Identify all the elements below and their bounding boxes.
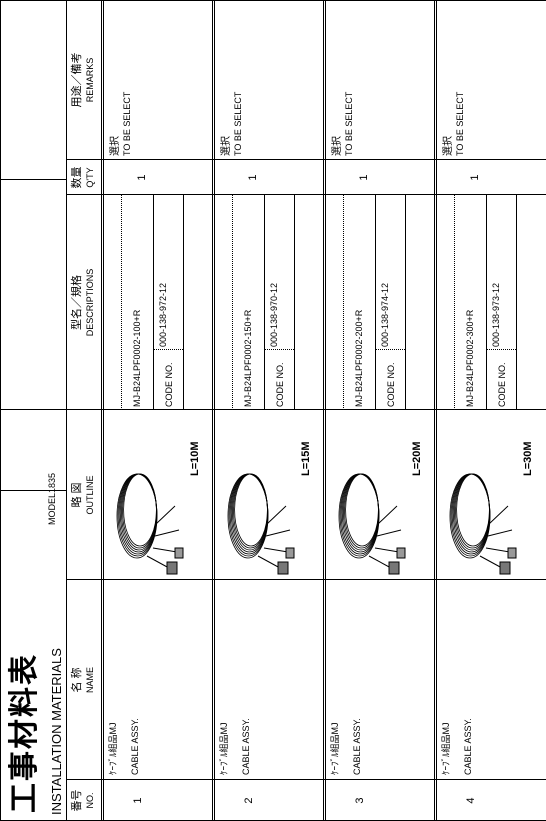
item-number: 3: [354, 797, 366, 804]
column-line: [66, 579, 546, 580]
remarks-ja: 選択: [443, 136, 454, 156]
row-line: [212, 0, 213, 821]
code-line: [486, 195, 487, 410]
code-divider: [486, 349, 516, 350]
model: MODEL1835: [47, 472, 57, 525]
cable-drawing: [449, 473, 517, 575]
model-number: MJ-B24LPF0002-200+R: [354, 309, 364, 407]
name-en: CABLE ASSY.: [241, 718, 251, 775]
name-ja: ｹｰﾌﾞﾙ組品MJ: [330, 722, 340, 776]
cable-length: L=20M: [411, 441, 423, 476]
remarks-ja: 選択: [332, 136, 343, 156]
model-number: MJ-B24LPF0002-300+R: [465, 309, 475, 407]
column-header-en: Q'TY: [85, 167, 95, 188]
column-header-ja: 数量: [71, 166, 83, 189]
row-line: [434, 0, 435, 821]
name-ja: ｹｰﾌﾞﾙ組品MJ: [219, 722, 229, 776]
code-label: CODE NO.: [386, 362, 396, 407]
code-line: [183, 195, 184, 410]
quantity: 1: [136, 174, 148, 181]
code-divider: [153, 349, 183, 350]
dotted-line: [121, 195, 122, 410]
column-header-ja: 番号: [71, 789, 83, 812]
code-line: [153, 195, 154, 410]
cable-length: L=10M: [189, 441, 201, 476]
code-label: CODE NO.: [164, 362, 174, 407]
cable-drawing: [227, 473, 295, 575]
code-line: [375, 195, 376, 410]
quantity: 1: [469, 174, 481, 181]
border: [66, 0, 67, 821]
cable-drawing: [116, 473, 184, 575]
remarks-en: TO BE SELECT: [344, 91, 354, 156]
column-header-en: OUTLINE: [85, 475, 95, 515]
remarks-en: TO BE SELECT: [455, 91, 465, 156]
column-header-en: NAME: [85, 667, 95, 694]
name-ja: ｹｰﾌﾞﾙ組品MJ: [108, 722, 118, 776]
code-line: [294, 195, 295, 410]
row-line: [323, 0, 324, 821]
border: [101, 0, 102, 821]
name-ja: ｹｰﾌﾞﾙ組品MJ: [441, 722, 451, 776]
row-line: [436, 0, 437, 821]
name-en: CABLE ASSY.: [352, 718, 362, 775]
cable-length: L=30M: [522, 441, 534, 476]
code-divider: [375, 349, 405, 350]
column-header-ja: 略 図: [71, 482, 83, 508]
code-label: CODE NO.: [497, 362, 507, 407]
name-en: CABLE ASSY.: [463, 718, 473, 775]
item-number: 1: [132, 797, 144, 804]
remarks-ja: 選択: [110, 136, 121, 156]
code-line: [405, 195, 406, 410]
remarks-en: TO BE SELECT: [233, 91, 243, 156]
remarks-ja: 選択: [221, 136, 232, 156]
code-number: 000-138-970-12: [269, 282, 279, 347]
model-number: MJ-B24LPF0002-100+R: [132, 309, 142, 407]
cable-length: L=15M: [300, 441, 312, 476]
border: [0, 0, 1, 821]
code-line: [264, 195, 265, 410]
dotted-line: [343, 195, 344, 410]
column-line: [66, 409, 546, 410]
quantity: 1: [358, 174, 370, 181]
dotted-line: [454, 195, 455, 410]
column-header-en: DESCRIPTIONS: [85, 268, 95, 337]
border: [0, 179, 66, 180]
code-number: 000-138-972-12: [158, 282, 168, 347]
name-en: CABLE ASSY.: [130, 718, 140, 775]
cable-drawing: [338, 473, 406, 575]
model-number: MJ-B24LPF0002-150+R: [243, 309, 253, 407]
column-header-ja: 型名／規格: [71, 275, 83, 330]
item-number: 2: [243, 797, 255, 804]
column-header-en: NO.: [85, 792, 95, 809]
code-number: 000-138-974-12: [380, 282, 390, 347]
code-line: [516, 195, 517, 410]
row-line: [214, 0, 215, 821]
border: [0, 490, 66, 491]
border: [103, 0, 104, 821]
column-header-ja: 名 称: [71, 667, 83, 693]
row-line: [325, 0, 326, 821]
dotted-line: [232, 195, 233, 410]
subtitle: INSTALLATION MATERIALS: [49, 648, 64, 815]
column-header-ja: 用途／備考: [71, 52, 83, 108]
remarks-en: TO BE SELECT: [122, 91, 132, 156]
title: 工事材料表: [8, 653, 41, 813]
code-number: 000-138-973-12: [491, 282, 501, 347]
code-divider: [264, 349, 294, 350]
item-number: 4: [465, 797, 477, 804]
column-header-en: REMARKS: [85, 57, 95, 103]
quantity: 1: [247, 174, 259, 181]
code-label: CODE NO.: [275, 362, 285, 407]
border: [0, 409, 66, 410]
